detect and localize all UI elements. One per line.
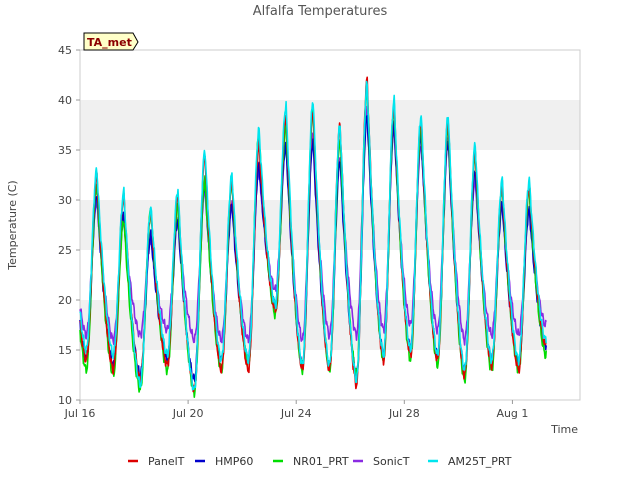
y-tick-label: 40 [58,94,72,107]
y-tick-label: 35 [58,144,72,157]
y-tick-label: 30 [58,194,72,207]
x-tick-label: Jul 16 [64,407,96,420]
y-axis-label: Temperature (C) [6,180,19,270]
legend-label: PanelT [148,455,185,468]
series-line-am25t-prt [79,80,547,391]
legend-label: NR01_PRT [293,455,349,468]
legend: PanelT HMP60 NR01_PRT SonicT AM25T_PRT [128,455,512,468]
plot-area [79,49,581,401]
y-tick-label: 10 [58,394,72,407]
grid-band [80,100,580,150]
x-axis: Jul 16 Jul 20 Jul 24 Jul 28 Aug 1 [64,400,528,420]
legend-label: AM25T_PRT [448,455,512,468]
y-tick-label: 20 [58,294,72,307]
y-tick-label: 25 [58,244,72,257]
series-layer [79,76,547,399]
chart-title: Alfalfa Temperatures [253,4,388,19]
legend-label: SonicT [373,455,410,468]
legend-label: HMP60 [215,455,253,468]
x-tick-label: Jul 24 [280,407,312,420]
x-axis-label: Time [550,423,578,436]
grid-band [80,200,580,250]
x-tick-label: Jul 20 [172,407,204,420]
y-tick-label: 15 [58,344,72,357]
y-tick-label: 45 [58,44,72,57]
y-axis: 10 15 20 25 30 35 40 45 [58,44,80,407]
x-tick-label: Jul 28 [388,407,420,420]
ta-met-badge-label: TA_met [87,36,132,49]
ta-met-badge: TA_met [83,32,139,51]
x-tick-label: Aug 1 [496,407,528,420]
